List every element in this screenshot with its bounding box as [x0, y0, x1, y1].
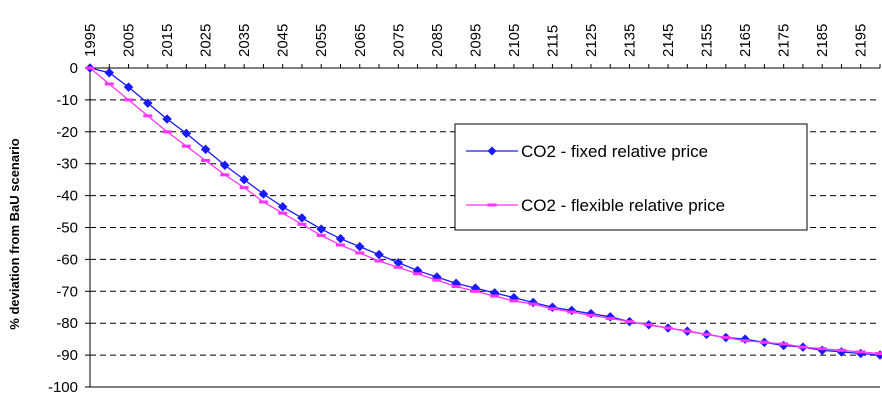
series-lines: [85, 63, 882, 360]
data-point: [104, 67, 115, 78]
y-axis-label: % deviation from BaU scenario: [7, 138, 22, 329]
y-tick-label: -100: [48, 379, 78, 396]
data-point: [316, 224, 327, 234]
legend-label: CO2 - flexible relative price: [521, 196, 725, 215]
x-tick-label: 2095: [467, 24, 484, 57]
data-point: [181, 128, 192, 139]
y-tick-label: -50: [56, 220, 78, 237]
x-tick-label: 2185: [814, 24, 831, 57]
y-tick-label: 0: [70, 60, 78, 77]
data-point: [855, 348, 866, 359]
data-point: [528, 297, 539, 308]
x-tick-label: 2055: [313, 24, 330, 57]
data-point: [586, 308, 596, 319]
x-tick-labels: 1995 2005 2015 2025 2035 2045 2055 2065 2075 2085…: [82, 24, 870, 57]
x-tick-label: 2135: [622, 24, 639, 57]
data-point: [566, 305, 577, 316]
y-tick-label: -40: [56, 188, 78, 205]
data-point: [778, 340, 789, 351]
x-tick-label: 2075: [390, 24, 407, 57]
x-tick-label: 2025: [198, 24, 215, 57]
series-1: [85, 63, 882, 360]
data-point: [258, 189, 269, 199]
data-point: [875, 350, 882, 360]
y-tick-label: -30: [56, 156, 78, 173]
data-point: [740, 334, 750, 345]
x-tick-label: 2005: [121, 24, 138, 57]
data-point: [239, 174, 249, 185]
y-tick-label: -80: [56, 315, 78, 332]
legend-box: [454, 123, 808, 231]
data-point: [374, 249, 384, 260]
legend-item-1: CO2 - fixed relative price: [466, 142, 708, 161]
y-tick-label: -60: [56, 251, 78, 268]
x-tick-label: 2105: [506, 24, 523, 57]
x-tick-label: 2165: [737, 24, 754, 57]
series-2: [85, 66, 882, 356]
x-tick-label: 2145: [660, 24, 677, 57]
data-point: [297, 213, 307, 223]
data-point: [277, 201, 288, 212]
x-tick-label: 2015: [159, 24, 176, 57]
data-point: [123, 82, 134, 92]
legend-marker: [487, 146, 497, 156]
legend-label: CO2 - fixed relative price: [521, 142, 708, 161]
data-point: [220, 160, 230, 171]
y-tick-label: -10: [56, 92, 78, 109]
data-point: [200, 144, 211, 155]
x-tick-label: 1995: [82, 24, 99, 57]
data-point: [162, 114, 172, 124]
x-tick-label: 2155: [699, 24, 716, 57]
data-point: [354, 241, 365, 252]
data-point: [817, 345, 828, 356]
y-tick-label: -70: [56, 283, 78, 300]
legend: CO2 - fixed relative price CO2 - flexible…: [454, 123, 808, 231]
x-tick-label: 2195: [853, 24, 870, 57]
x-tick-label: 2065: [352, 24, 369, 57]
data-point: [142, 98, 153, 108]
y-tick-label: -90: [56, 347, 78, 364]
data-point: [547, 302, 558, 313]
data-point: [335, 233, 346, 244]
axes: [85, 64, 881, 388]
x-tick-label: 2035: [236, 24, 253, 57]
legend-item-2: CO2 - flexible relative price: [466, 196, 725, 215]
data-point: [605, 311, 616, 322]
x-tick-label: 2085: [429, 24, 446, 57]
y-tick-label: -20: [56, 124, 78, 141]
x-tick-label: 2045: [275, 24, 292, 57]
x-tick-label: 2115: [544, 25, 561, 57]
x-tick-label: 2125: [583, 24, 600, 57]
y-tick-labels: 0 -10 -20 -30 -40 -50 -60 -70 -80 -90 -100: [48, 60, 78, 396]
x-tick-label: 2175: [776, 24, 793, 57]
